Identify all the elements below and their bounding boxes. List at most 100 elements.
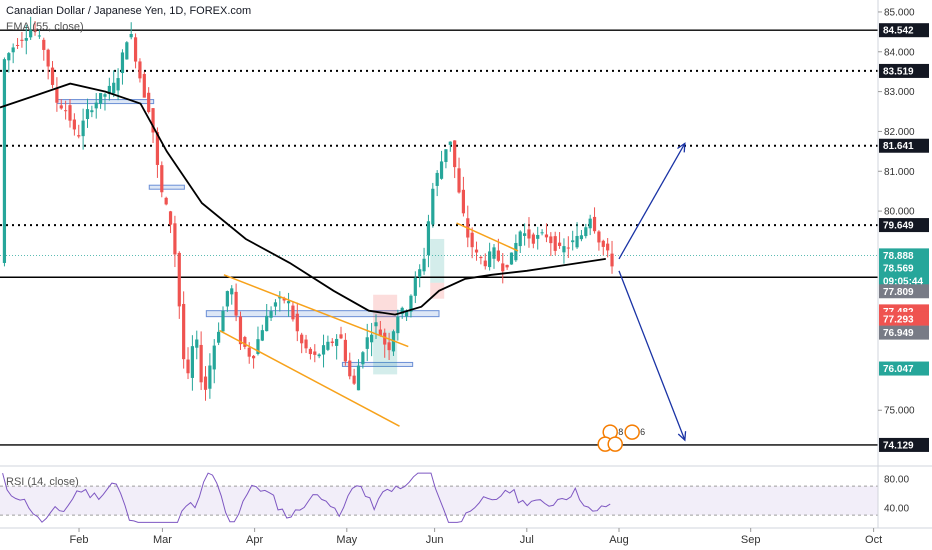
candle-body — [199, 344, 203, 383]
candle-body — [601, 240, 605, 247]
candle-body — [116, 78, 120, 91]
price-tag-label-0: 78.888 — [883, 251, 914, 262]
rsi-tick-0: 80.00 — [884, 474, 909, 485]
rsi-band — [0, 486, 878, 516]
zone-3 — [341, 361, 414, 367]
candle-body — [164, 197, 168, 205]
level-tag-label-2: 81.641 — [883, 141, 914, 152]
y-tick-label-5: 80.000 — [884, 207, 915, 218]
x-tick-label-8: Oct — [865, 534, 882, 546]
candle-body — [46, 49, 50, 67]
candle-body — [330, 341, 334, 343]
candle-body — [50, 67, 55, 85]
candle-body — [37, 35, 42, 37]
event-marker-1 — [624, 424, 640, 440]
level-tag-label-0: 84.542 — [883, 26, 914, 37]
rsi-legend: RSI (14, close) — [6, 476, 79, 488]
projection-arrowhead-1 — [677, 431, 687, 442]
candle-body — [138, 61, 142, 79]
candle-body — [317, 354, 321, 357]
y-tick-label-0: 85.000 — [884, 7, 915, 18]
candle-body — [326, 341, 330, 350]
price-tag-6 — [879, 325, 929, 340]
candle-body — [29, 30, 33, 38]
candle-body — [592, 216, 597, 232]
candle-body — [335, 338, 339, 346]
x-tick-label-7: Sep — [741, 534, 761, 546]
candle-body — [295, 313, 299, 332]
x-tick-label-4: Jun — [426, 534, 444, 546]
candle-body — [186, 359, 190, 374]
candle-body — [361, 352, 365, 365]
candle-body — [230, 288, 234, 295]
candle-body — [20, 39, 24, 41]
candle-body — [212, 345, 216, 370]
candle-body — [147, 92, 151, 113]
candle-body — [59, 105, 63, 109]
price-tag-1 — [879, 261, 929, 276]
candle-body — [2, 59, 7, 263]
candle-body — [238, 316, 243, 345]
symbol-title: Canadian Dollar / Japanese Yen, 1D, FORE… — [6, 5, 252, 17]
price-tag-label-1: 78.569 — [883, 264, 914, 275]
candle-body — [418, 269, 422, 277]
candle-body — [422, 258, 426, 272]
candle-body — [549, 236, 553, 244]
candle-body — [260, 330, 264, 341]
candle-body — [173, 223, 177, 255]
candle-body — [142, 74, 146, 98]
candle-body — [273, 302, 278, 307]
price-axis[interactable]: 85.000 84.000 83.000 82.000 81.000 80.000 75.0… — [877, 0, 929, 528]
candle-body — [291, 305, 295, 320]
candle-body — [470, 232, 474, 248]
candle-body — [151, 108, 155, 133]
time-axis[interactable]: Feb Mar Apr May Jun Jul Aug Sep Oct — [0, 527, 932, 546]
candle-body — [518, 231, 522, 247]
candle-body — [483, 260, 487, 267]
candle-body — [15, 44, 20, 46]
candle-body — [286, 301, 291, 304]
candle-body — [234, 291, 238, 316]
candle-body — [24, 38, 28, 41]
candle-body — [523, 233, 527, 236]
candle-body — [479, 256, 483, 259]
candle-body — [378, 329, 382, 336]
y-tick-label-3: 82.000 — [884, 127, 915, 138]
ema-line — [0, 82, 606, 316]
price-tag-5 — [879, 311, 929, 326]
candle-body — [461, 189, 466, 214]
candles — [2, 16, 614, 401]
candle-body — [243, 337, 247, 347]
candle-body — [457, 168, 461, 193]
x-tick-label-6: Aug — [609, 534, 629, 546]
candle-body — [129, 33, 133, 38]
candle-body — [404, 311, 409, 317]
candle-body — [120, 52, 125, 74]
price-tag-label-7: 76.047 — [883, 364, 914, 375]
candle-body — [11, 47, 15, 53]
candle-body — [531, 234, 535, 244]
candle-body — [33, 30, 37, 32]
candle-body — [182, 303, 186, 360]
event-marker-label-0: 8 — [618, 427, 623, 437]
projection-arrowhead-0 — [677, 142, 686, 153]
candle-body — [125, 42, 129, 60]
candle-body — [387, 342, 391, 351]
candle-body — [343, 339, 347, 362]
x-tick-label-0: Feb — [70, 534, 89, 546]
candle-body — [85, 109, 90, 120]
level-tag-1 — [879, 63, 929, 78]
rsi-tick-1: 40.00 — [884, 503, 909, 514]
level-tag-2 — [879, 138, 929, 153]
candle-body — [278, 296, 282, 299]
candle-body — [509, 252, 514, 265]
level-tag-label-1: 83.519 — [883, 66, 914, 77]
candle-body — [431, 188, 435, 225]
candle-body — [133, 37, 138, 62]
x-tick-label-3: May — [336, 534, 357, 546]
rsi-line — [2, 472, 611, 523]
level-tag-label-3: 79.649 — [883, 221, 914, 232]
candle-body — [168, 211, 173, 225]
candle-body — [562, 246, 566, 253]
